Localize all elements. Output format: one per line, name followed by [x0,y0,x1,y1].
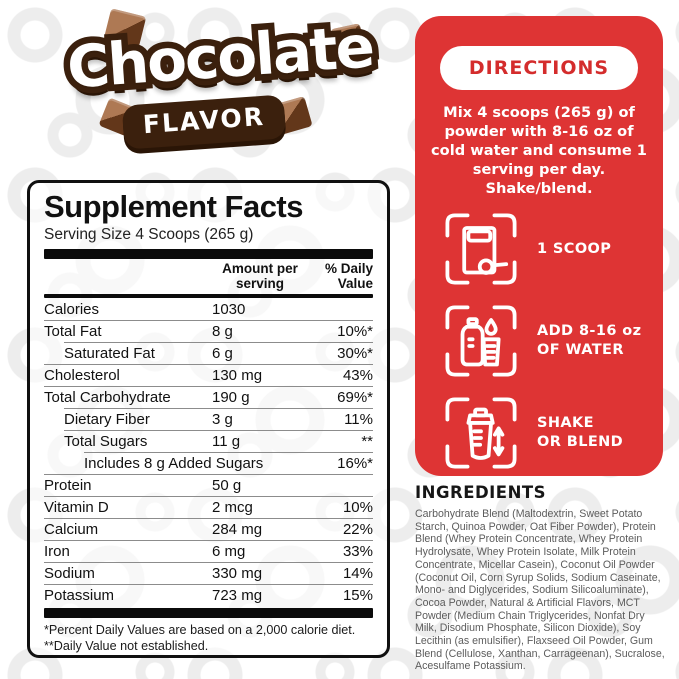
facts-row: Calcium 284 mg 22% [44,518,373,540]
step-label: ADD 8-16 oz OF WATER [537,323,642,358]
directions-body: Mix 4 scoops (265 g) of powder with 8-16… [431,104,647,197]
divider-bar [44,249,373,259]
nutrient-label: Total Fat [44,323,102,340]
facts-row: Total Fat 8 g 10%* [44,320,373,342]
facts-row: Includes 8 g Added Sugars 16%* [84,452,373,474]
facts-row: Calories 1030 [44,298,373,320]
facts-row: Dietary Fiber 3 g 11% [64,408,373,430]
nutrient-daily-value: 11% [344,411,373,428]
nutrient-daily-value: 69%* [337,389,373,406]
facts-rows: Calories 1030 Total Fat 8 g 10%* Saturat… [44,298,373,606]
facts-row: Total Carbohydrate 190 g 69%* [44,386,373,408]
nutrient-amount: 8 g [212,323,233,340]
serving-size: Serving Size 4 Scoops (265 g) [44,226,254,243]
nutrient-label: Protein [44,477,92,494]
column-header-daily-value: % Daily Value [324,261,373,291]
supplement-facts-panel: Supplement Facts Serving Size 4 Scoops (… [27,180,390,658]
nutrient-amount: 330 mg [212,565,263,582]
directions-title: DIRECTIONS [468,57,610,79]
nutrient-label: Calcium [44,521,99,538]
nutrient-amount: 190 g [212,389,250,406]
divider-bar [44,294,373,298]
nutrient-label: Iron [44,543,70,560]
nutrient-amount: 50 g [212,477,242,494]
facts-row: Potassium 723 mg 15% [44,584,373,606]
nutrient-amount: 130 mg [212,367,263,384]
nutrient-daily-value: 14% [342,565,373,582]
nutrient-daily-value: 15% [342,587,373,604]
facts-row: Total Sugars 11 g ** [64,430,373,452]
directions-steps: 1 SCOOP ADD 8-16 oz OF WATER [415,203,663,479]
nutrient-daily-value: 10%* [337,323,373,340]
nutrient-amount: 284 mg [212,521,263,538]
nutrient-daily-value: ** [361,433,373,450]
nutrient-daily-value: 22% [342,521,373,538]
shaker-bottle-icon [445,397,517,469]
nutrient-label: Calories [44,300,100,318]
facts-row: Sodium 330 mg 14% [44,562,373,584]
step-label: SHAKE OR BLEND [537,415,624,450]
facts-header: Amount per serving % Daily Value [44,259,373,294]
ingredients-section: INGREDIENTS Carbohydrate Blend (Maltodex… [415,482,669,673]
supplement-facts-title: Supplement Facts [44,189,304,224]
ingredients-body: Carbohydrate Blend (Maltodextrin, Sweet … [415,508,665,673]
step-add-water: ADD 8-16 oz OF WATER [415,295,663,387]
step-shake: SHAKE OR BLEND [415,387,663,479]
nutrient-label: Cholesterol [44,367,120,384]
nutrient-label: Total Sugars [64,433,148,450]
facts-row: Cholesterol 130 mg 43% [44,364,373,386]
nutrient-amount: 6 mg [212,543,246,560]
nutrient-label: Vitamin D [44,499,109,516]
scoop-bag-icon [445,213,517,285]
nutrient-daily-value: 33% [342,543,373,560]
directions-panel: DIRECTIONS Mix 4 scoops (265 g) of powde… [415,16,663,476]
facts-row: Saturated Fat 6 g 30%* [64,342,373,364]
nutrient-daily-value: 10% [342,499,373,516]
nutrient-label: Saturated Fat [64,345,155,362]
footnote-daily-values: *Percent Daily Values are based on a 2,0… [44,623,356,637]
nutrient-label: Sodium [44,565,95,582]
nutrient-amount: 3 g [212,411,233,428]
nutrient-amount: 11 g [212,433,241,450]
nutrient-amount: 723 mg [212,587,263,604]
nutrient-amount: 6 g [212,345,233,362]
facts-row: Vitamin D 2 mcg 10% [44,496,373,518]
nutrient-amount: 2 mcg [212,499,253,516]
nutrient-label: Includes 8 g Added Sugars [84,455,264,472]
divider-bar [44,608,373,618]
nutrient-daily-value: 16%* [337,455,373,472]
facts-row: Protein 50 g [44,474,373,496]
step-label: 1 SCOOP [537,240,612,257]
chocolate-flavor-logo: Chocolate Chocolate FLAVOR [28,6,408,174]
nutrient-daily-value: 30%* [337,345,373,362]
step-scoop: 1 SCOOP [415,203,663,295]
nutrient-daily-value: 43% [342,367,373,384]
facts-footnotes: *Percent Daily Values are based on a 2,0… [44,622,373,654]
nutrient-label: Potassium [44,587,115,604]
ingredients-title: INGREDIENTS [415,483,547,502]
directions-title-pill: DIRECTIONS [440,46,638,90]
logo-title: Chocolate Chocolate [38,6,401,108]
facts-row: Iron 6 mg 33% [44,540,373,562]
footnote-not-established: **Daily Value not established. [44,639,209,653]
nutrient-label: Dietary Fiber [64,411,150,428]
nutrient-amount: 1030 [212,300,246,318]
water-bottle-cup-icon [445,305,517,377]
nutrient-label: Total Carbohydrate [44,389,171,406]
column-header-amount: Amount per serving [222,261,298,291]
logo-subtitle: FLAVOR [121,94,287,150]
